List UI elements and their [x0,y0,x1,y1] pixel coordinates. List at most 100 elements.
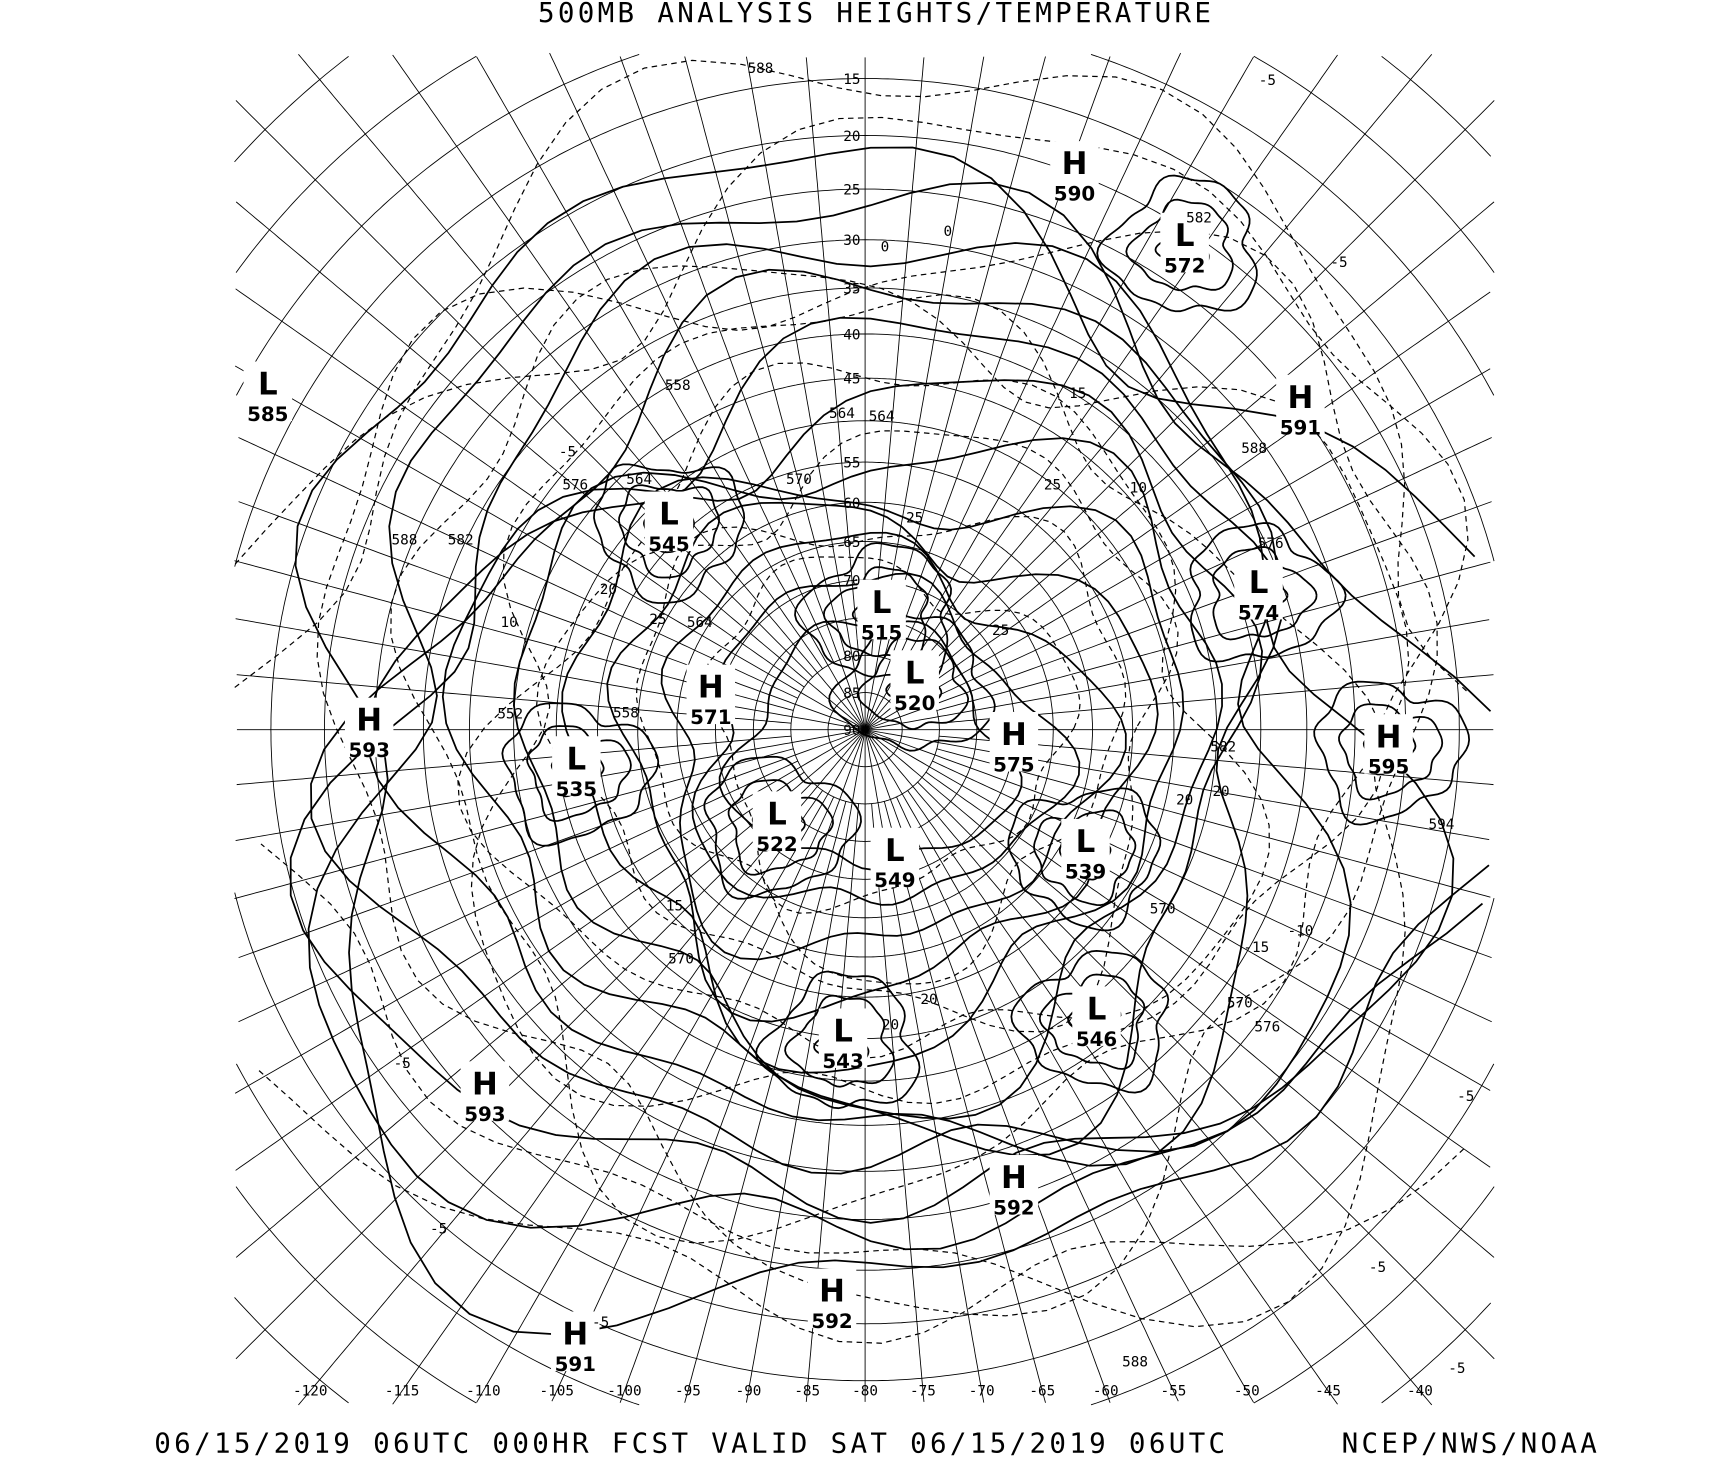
closed-height-contour [1125,198,1234,292]
meridian-line [684,56,847,659]
temperature-contour-label: 15 [1069,386,1086,402]
closed-height-contour [1007,787,1162,932]
height-contour [660,531,1127,961]
temperature-contour-label: 0 [881,239,890,255]
closed-height-contour [593,463,746,604]
footer-valid-time: 06/15/2019 06UTC 000HR FCST VALID SAT 06… [154,1428,1228,1460]
center-height-value: 549 [874,869,915,892]
meridian-line [864,201,1495,730]
longitude-label: -50 [1234,1383,1260,1399]
height-contour-label: 588 [392,532,418,548]
center-height-value: 590 [1054,183,1095,206]
meridian-line [865,729,1490,841]
meridian-line [235,729,866,842]
center-type-letter: L [1087,991,1107,1027]
meridian-line [234,748,794,900]
footer-source: NCEP/NWS/NOAA [1342,1428,1601,1460]
height-contour-label: 570 [786,472,812,488]
latitude-label: 20 [843,129,860,145]
meridian-line [864,729,1254,1403]
height-contour-label: 558 [665,378,691,394]
meridian-line [864,368,1491,731]
meridian-line [932,760,1492,1023]
meridian-line [883,801,1046,1403]
latitude-circle [235,53,1495,1406]
closed-height-contour [501,702,660,847]
temperature-contour-label: -5 [592,1315,609,1331]
height-contour-label: 564 [626,472,652,488]
height-contour-label: 558 [613,706,639,722]
meridian-line [925,771,1491,1168]
temperature-contour-label: 25 [992,623,1009,639]
meridian-line [235,771,805,1171]
meridian-line [871,57,925,656]
longitude-label: -60 [1093,1383,1119,1399]
contour-labels: 15 20 25 30 35 40 45 55 60 65 70 80 85 90 -120 -115 -110… [293,61,1474,1399]
center-height-value: 545 [648,533,689,556]
center-height-value: 546 [1076,1028,1117,1051]
center-height-value: 515 [861,621,902,644]
center-type-letter: L [1175,218,1195,254]
meridian-line [476,56,866,730]
height-contour-label: 570 [668,951,694,967]
meridian-line [234,365,866,731]
longitude-label: -65 [1029,1383,1055,1399]
height-contour [718,620,1023,871]
meridian-line [896,52,1182,663]
latitude-label: 55 [843,456,860,472]
latitude-label: 45 [843,372,860,388]
temperature-contour-label: 20 [882,1017,899,1033]
closed-height-contour [1033,809,1137,906]
temperature-contour-label: -5 [1369,1260,1386,1276]
meridian-line [805,57,860,656]
temperature-contour-label: 25 [649,612,666,628]
height-contours [289,146,1492,1336]
meridian-line [864,729,1492,959]
center-height-value: 591 [555,1353,596,1376]
meridian-line [896,796,1179,1402]
meridian-line [235,201,866,730]
temperature-contour-label: -5 [394,1056,411,1072]
temperature-contour [316,229,1438,1317]
center-type-letter: L [1076,824,1096,860]
center-type-letter: H [1001,717,1027,753]
center-type-letter: H [1287,380,1313,416]
center-height-value: 539 [1065,860,1106,883]
center-height-value: 520 [894,692,935,715]
center-height-value: 543 [822,1050,863,1073]
latitude-label: 15 [843,72,860,88]
meridian-line [864,729,1491,1091]
center-type-letter: H [1062,146,1088,182]
longitude-label: -40 [1407,1383,1433,1399]
temperature-contour-label: 10 [1130,481,1147,497]
meridian-line [236,735,792,786]
center-height-value: 585 [247,403,288,426]
meridian-line [925,291,1491,688]
temperature-contour-label: -10 [1287,924,1313,940]
closed-height-contour [784,994,895,1088]
height-contour-label: 588 [1122,1355,1148,1371]
longitude-label: -115 [385,1383,419,1399]
temperature-contour-label: -5 [1330,255,1347,271]
temperature-contour-label: 15 [666,898,683,914]
height-contour-label: 582 [448,532,474,548]
center-height-value: 522 [756,833,797,856]
meridian-line [883,56,1046,659]
temperature-contour [457,362,1270,1060]
height-contour-label: 582 [1186,211,1212,227]
meridian-line [235,781,813,1360]
meridian-line [865,619,1490,731]
height-contour-label: 588 [1241,441,1267,457]
closed-height-contour [755,970,921,1110]
longitude-label: -105 [540,1383,574,1399]
longitude-label: -45 [1315,1383,1341,1399]
